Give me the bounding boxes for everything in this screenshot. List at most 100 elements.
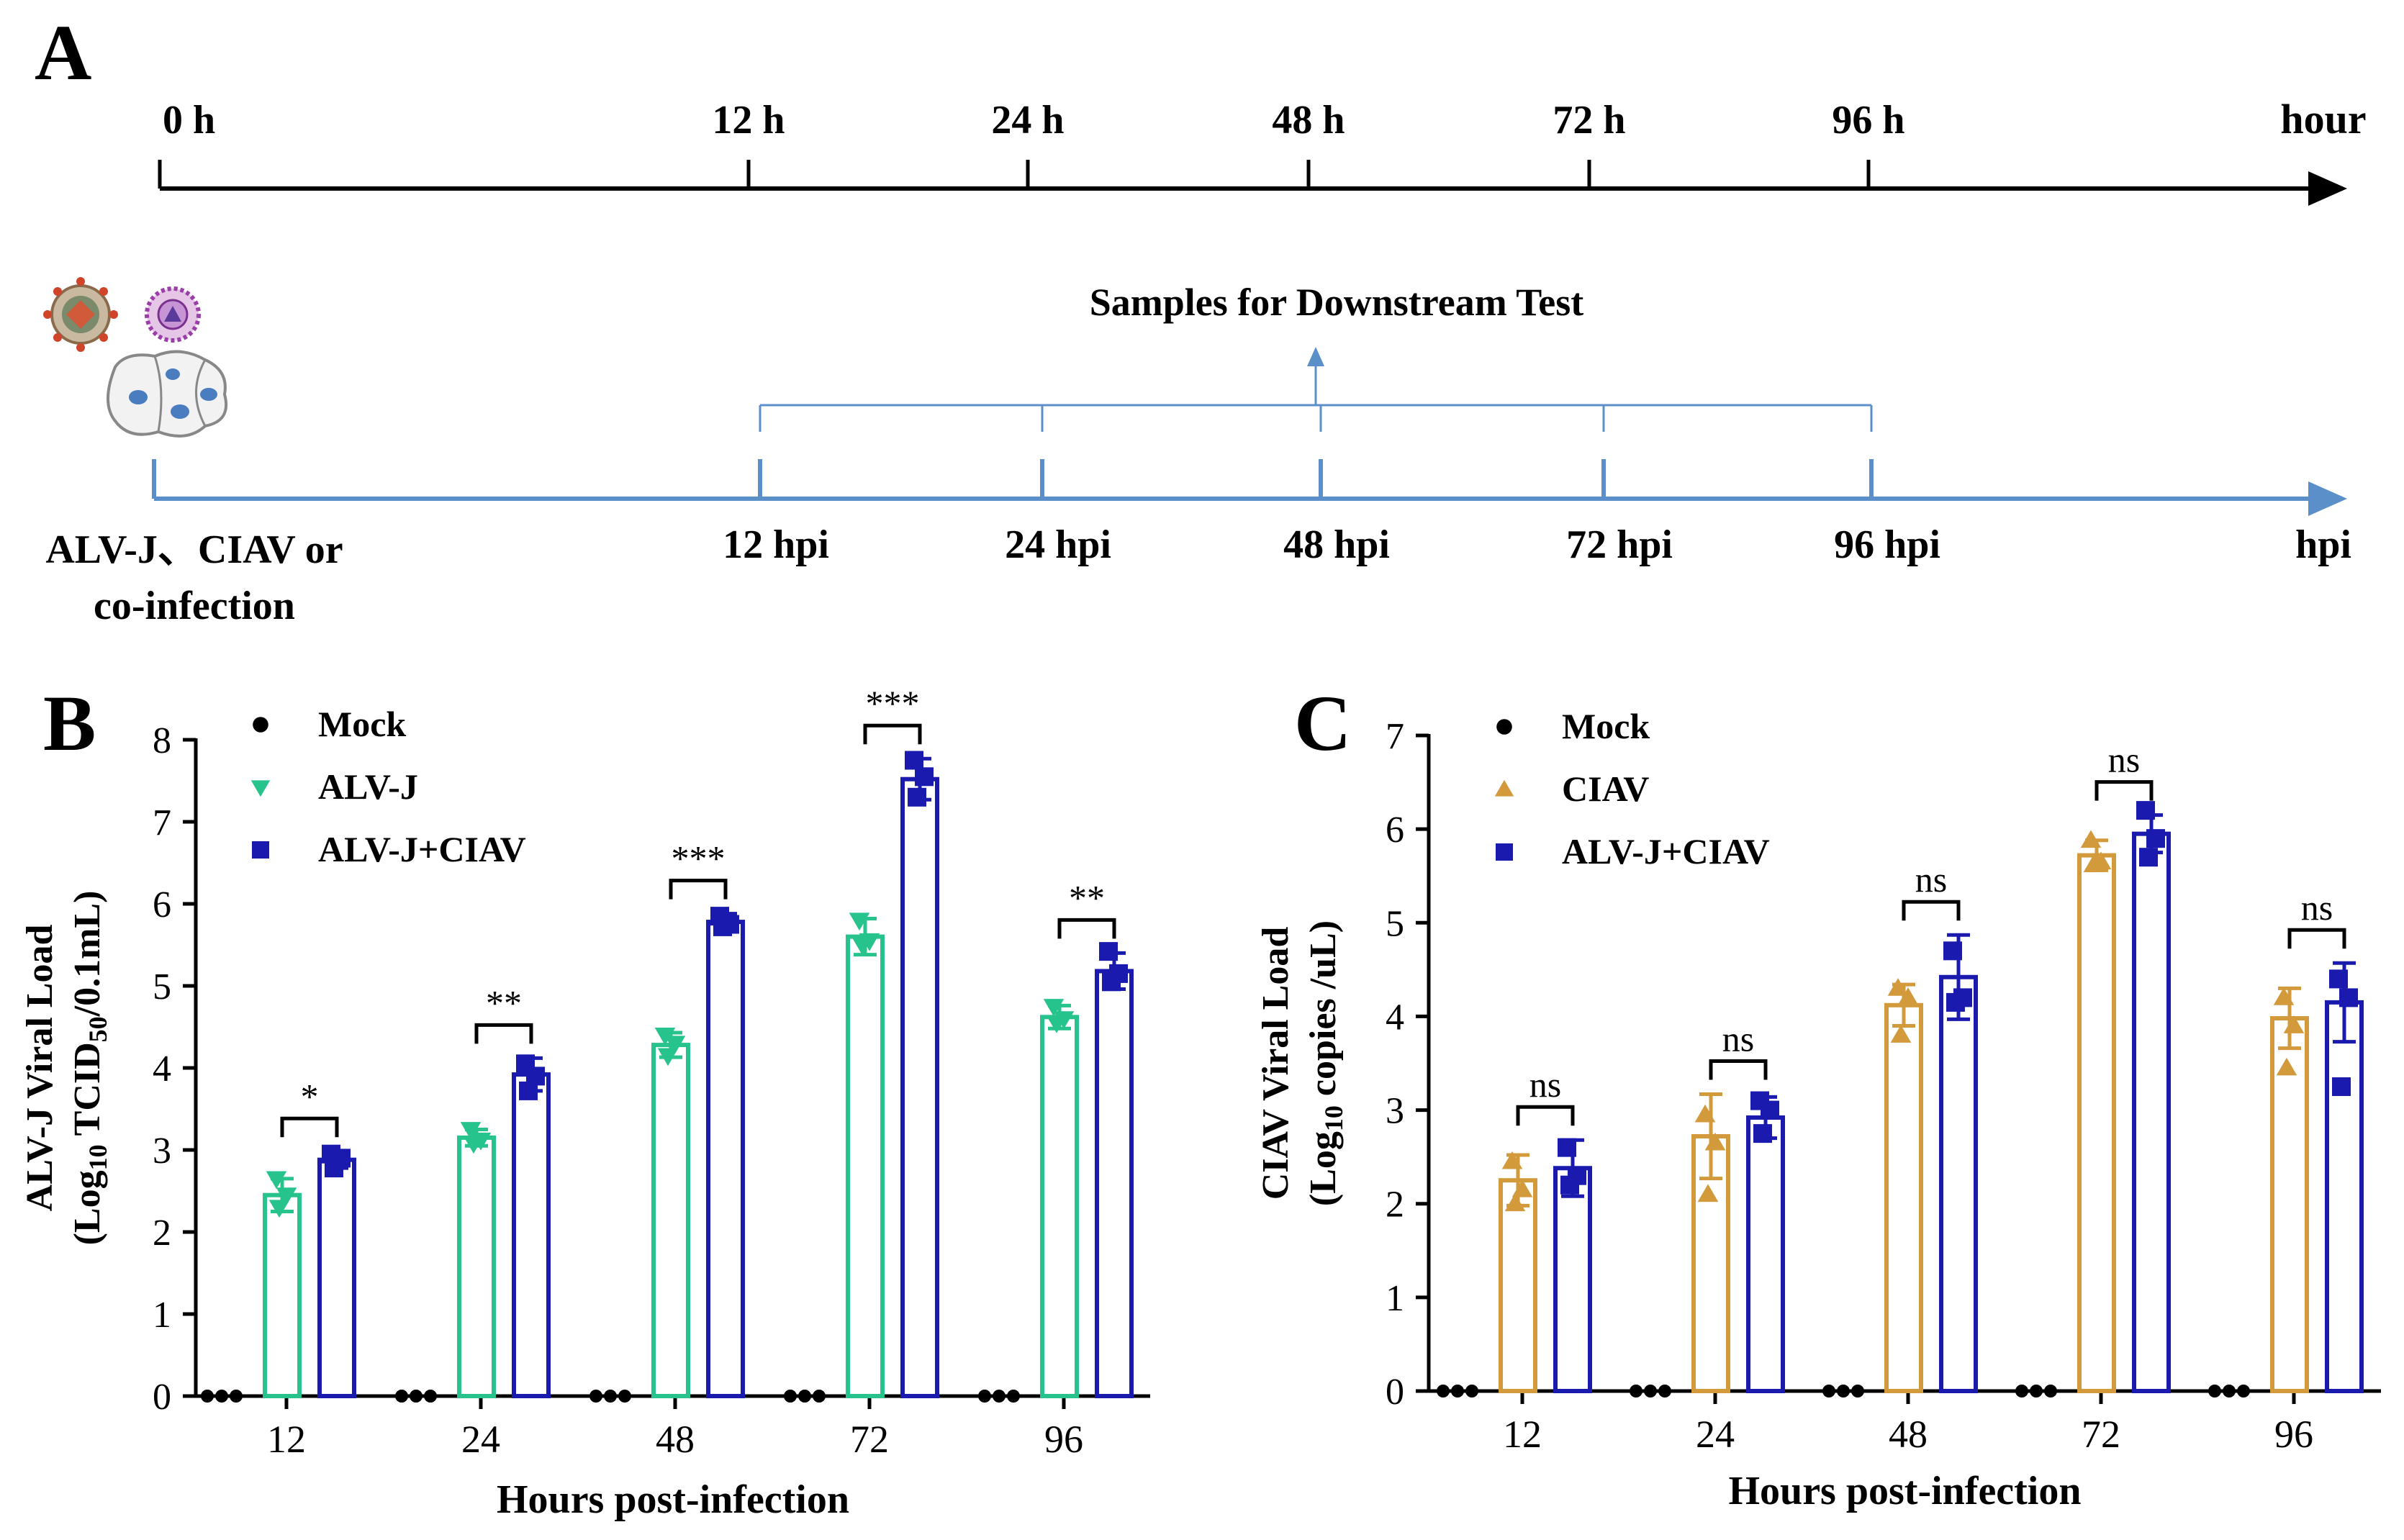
data-point [654, 1028, 676, 1046]
x-tick-label: 48 [656, 1418, 695, 1461]
bar-alv-j-ciav [317, 1157, 356, 1399]
y-tick-label: 4 [1386, 997, 1404, 1038]
infection-label-line2: co-infection [94, 584, 295, 628]
data-point [1946, 992, 1965, 1012]
data-point [2015, 1385, 2028, 1398]
bar-alv-j-ciav [2132, 831, 2171, 1393]
data-point [1046, 1015, 1067, 1033]
x-tick-label: 72 [2082, 1413, 2120, 1456]
y-tick-label: 7 [153, 802, 171, 843]
data-point [849, 912, 870, 931]
significance-bracket [1057, 918, 1116, 939]
data-point [1658, 1385, 1671, 1398]
data-point [851, 937, 873, 956]
timeline-hpi-tick-label: 12 hpi [723, 522, 829, 567]
data-point [1704, 1132, 1726, 1151]
data-point [2276, 1057, 2297, 1076]
bar-alv-j-ciav [1939, 974, 1978, 1393]
samples-label: Samples for Downstream Test [1090, 281, 1584, 324]
x-tick-label: 96 [1044, 1418, 1083, 1461]
bar-alv-j-ciav [2325, 1000, 2364, 1393]
data-point [1837, 1385, 1850, 1398]
bar-alv-j-ciav [1746, 1115, 1785, 1394]
significance-label: ** [486, 982, 522, 1023]
bar-alv-j [263, 1192, 302, 1398]
data-point [463, 1136, 484, 1154]
data-point [276, 1187, 297, 1205]
data-point [664, 1036, 686, 1054]
data-point [1694, 1104, 1716, 1123]
significance-label: ns [1529, 1064, 1561, 1105]
timeline-hour-tick-label: 48 h [1272, 98, 1345, 142]
y-tick-label: 2 [1386, 1185, 1404, 1226]
data-point [395, 1390, 408, 1403]
significance-label: ** [1069, 877, 1105, 918]
data-point [908, 787, 926, 807]
y-tick-label: 2 [153, 1213, 171, 1254]
timeline-hour-tick-label: 72 h [1553, 98, 1625, 142]
x-axis-label: Hours post-infection [497, 1477, 849, 1522]
timeline-hour-tick-label: 0 h [163, 98, 215, 142]
data-point [2136, 801, 2155, 820]
data-point [1761, 1100, 1779, 1120]
data-point [1851, 1385, 1864, 1398]
data-point [589, 1390, 602, 1403]
significance-label: *** [672, 838, 726, 879]
data-point [1897, 987, 1919, 1005]
y-axis-label-line1: ALV-J Viral Load [19, 925, 60, 1212]
significance-bracket [280, 1116, 339, 1138]
y-tick-label: 0 [1386, 1372, 1404, 1413]
data-point [713, 917, 732, 936]
timeline-hpi-tick-label: 48 hpi [1283, 522, 1390, 567]
data-point [1511, 1179, 1533, 1197]
data-point [905, 751, 923, 770]
legend-label: ALV-J [318, 766, 418, 807]
data-point [1007, 1390, 1020, 1403]
y-tick-label: 1 [1386, 1278, 1404, 1319]
data-point [230, 1390, 243, 1403]
data-point [2044, 1385, 2057, 1398]
y-axis-label-line1: CIAV Viral Load [1255, 927, 1296, 1200]
timeline-hour-tick-label: 96 h [1832, 98, 1904, 142]
bar-alv-j-ciav [706, 920, 745, 1398]
data-point [2080, 830, 2102, 848]
y-tick-label: 5 [153, 966, 171, 1007]
data-point [993, 1390, 1006, 1403]
significance-bracket [2095, 780, 2154, 801]
data-point [215, 1390, 228, 1403]
data-point [1887, 978, 1909, 996]
data-point [1753, 1124, 1772, 1143]
y-axis-label-subscript: 50 [83, 1016, 112, 1042]
bar-alv-j [1040, 1015, 1079, 1398]
bar-alv-j-ciav [900, 776, 939, 1398]
data-point [1697, 1184, 1719, 1202]
y-tick-label: 3 [1386, 1091, 1404, 1132]
data-point [2237, 1385, 2250, 1398]
data-point [519, 1081, 538, 1100]
y-axis-label: CIAV Viral Load (Log10 copies /uL) [1255, 920, 1348, 1206]
significance-label: *** [866, 683, 920, 723]
y-axis-label: ALV-J Viral Load (Log10 TCID50/0.1mL) [19, 891, 112, 1246]
cell-icon [107, 350, 228, 438]
legend-label: CIAV [1562, 769, 1649, 809]
timeline-hour-tick-label: 12 h [712, 98, 785, 142]
data-point [1496, 719, 1512, 735]
data-point [1644, 1385, 1657, 1398]
data-point [268, 1200, 290, 1218]
data-point [1504, 1193, 1526, 1212]
panel-label-b: B [43, 679, 96, 767]
data-point [813, 1390, 826, 1403]
data-point [1099, 942, 1118, 961]
y-axis-label-line2: (Log10 TCID50/0.1mL) [67, 891, 112, 1246]
significance-bracket [863, 723, 922, 745]
significance-bracket [1516, 1105, 1575, 1126]
data-point [253, 717, 268, 733]
panel-label-c: C [1294, 679, 1351, 767]
x-tick-label: 24 [1696, 1413, 1735, 1456]
data-point [2083, 854, 2105, 872]
y-tick-label: 7 [1386, 716, 1404, 757]
data-point [2332, 1077, 2351, 1097]
data-point [1102, 972, 1121, 992]
data-point [978, 1390, 991, 1403]
